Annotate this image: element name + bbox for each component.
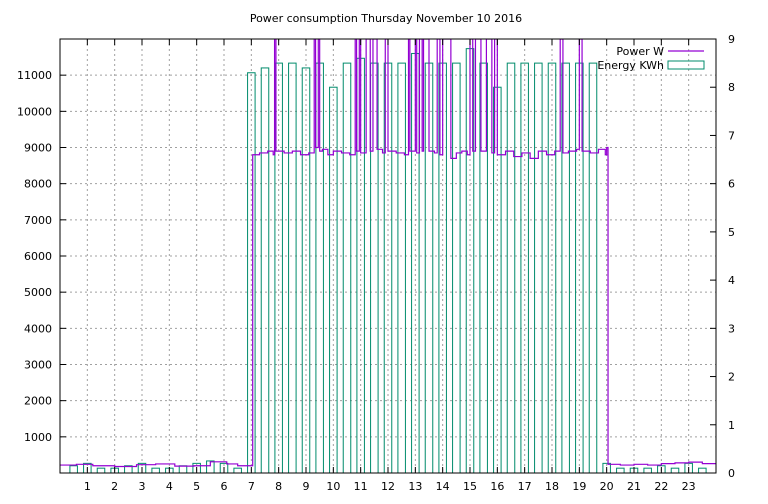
x-tick-label: 8 — [275, 480, 282, 493]
y2-tick-label: 5 — [728, 226, 735, 239]
energy-bar — [219, 462, 229, 473]
y2-tick-label: 0 — [728, 467, 735, 480]
energy-bar — [247, 72, 256, 473]
energy-bar — [83, 462, 92, 473]
y-tick-label: 11000 — [17, 69, 52, 82]
x-tick-label: 11 — [354, 480, 368, 493]
y-tick-label: 8000 — [24, 178, 52, 191]
y2-tick-label: 2 — [728, 371, 735, 384]
legend-label-energy: Energy KWh — [597, 59, 664, 72]
chart-title: Power consumption Thursday November 10 2… — [250, 12, 522, 25]
x-tick-label: 18 — [545, 480, 559, 493]
energy-bar — [206, 460, 215, 473]
x-tick-label: 19 — [572, 480, 586, 493]
x-tick-label: 16 — [490, 480, 504, 493]
energy-bar — [602, 462, 611, 473]
x-tick-label: 15 — [463, 480, 477, 493]
x-tick-label: 12 — [381, 480, 395, 493]
y-tick-label: 2000 — [24, 395, 52, 408]
x-tick-label: 14 — [436, 480, 450, 493]
x-tick-label: 13 — [408, 480, 422, 493]
x-tick-label: 1 — [84, 480, 91, 493]
power-line — [60, 39, 716, 468]
y2-tick-label: 1 — [728, 419, 735, 432]
y-tick-label: 4000 — [24, 322, 52, 335]
x-tick-label: 4 — [166, 480, 173, 493]
y-tick-label: 5000 — [24, 286, 52, 299]
legend-label-power: Power W — [616, 45, 664, 58]
y2-tick-label: 7 — [728, 129, 735, 142]
legend-swatch-energy — [667, 60, 705, 70]
energy-bar — [260, 67, 270, 473]
y-tick-label: 6000 — [24, 250, 52, 263]
y2-tick-label: 9 — [728, 33, 735, 46]
x-tick-label: 3 — [139, 480, 146, 493]
x-tick-label: 23 — [682, 480, 696, 493]
x-tick-label: 7 — [248, 480, 255, 493]
energy-bar — [137, 462, 147, 473]
x-tick-label: 22 — [654, 480, 668, 493]
y-tick-label: 9000 — [24, 142, 52, 155]
y-tick-label: 3000 — [24, 359, 52, 372]
x-tick-label: 17 — [518, 480, 532, 493]
x-tick-label: 6 — [221, 480, 228, 493]
y-tick-label: 10000 — [17, 105, 52, 118]
energy-bar — [301, 67, 311, 473]
y-tick-label: 7000 — [24, 214, 52, 227]
energy-bar — [192, 462, 201, 473]
x-tick-label: 5 — [193, 480, 200, 493]
y-tick-label: 1000 — [24, 431, 52, 444]
x-tick-label: 10 — [326, 480, 340, 493]
x-tick-label: 2 — [111, 480, 118, 493]
x-tick-label: 20 — [600, 480, 614, 493]
x-tick-label: 9 — [303, 480, 310, 493]
y2-tick-label: 6 — [728, 178, 735, 191]
grid-layer — [60, 39, 716, 473]
y2-tick-label: 4 — [728, 274, 735, 287]
y2-tick-label: 8 — [728, 81, 735, 94]
y2-tick-label: 3 — [728, 322, 735, 335]
axis-layer: 1 2 3 4 5 6 7 8 9 10 11 12 13 14 15 16 17 18 19 20 21 22 23100… — [17, 33, 735, 493]
x-tick-label: 21 — [627, 480, 641, 493]
